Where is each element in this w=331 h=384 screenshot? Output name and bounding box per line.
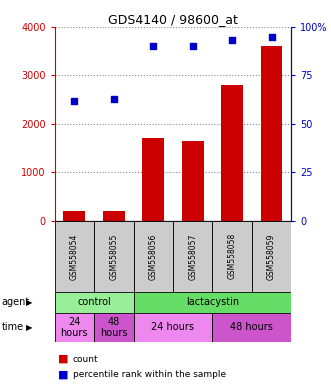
Point (269, 33, 274, 40)
Bar (55, 221, 94, 292)
Text: 48 hours: 48 hours (230, 322, 273, 333)
Text: GSM558056: GSM558056 (149, 233, 158, 280)
Text: ■: ■ (58, 354, 69, 364)
Point (72, 98, 77, 104)
Bar (55, 313, 94, 342)
Text: GSM558058: GSM558058 (228, 233, 237, 280)
Text: percentile rank within the sample: percentile rank within the sample (73, 370, 226, 379)
Bar (133, 292, 291, 313)
Bar (252, 221, 291, 292)
Bar (133, 221, 173, 292)
Text: ■: ■ (58, 369, 69, 379)
Bar (173, 221, 213, 292)
Bar (55, 292, 133, 313)
Text: 24
hours: 24 hours (61, 316, 88, 338)
Point (190, 43, 195, 50)
Text: control: control (77, 297, 111, 308)
Text: GSM558057: GSM558057 (188, 233, 197, 280)
Text: GSM558054: GSM558054 (70, 233, 79, 280)
Bar (64, 211, 85, 221)
Text: 24 hours: 24 hours (152, 322, 194, 333)
Point (229, 37, 235, 43)
Text: GSM558055: GSM558055 (109, 233, 118, 280)
Text: time: time (2, 322, 24, 333)
Text: agent: agent (2, 297, 30, 308)
Bar (182, 141, 204, 221)
Text: ▶: ▶ (25, 323, 32, 332)
Text: ▶: ▶ (25, 298, 32, 307)
Text: 48
hours: 48 hours (100, 316, 127, 338)
Bar (133, 313, 213, 342)
Text: GSM558059: GSM558059 (267, 233, 276, 280)
Bar (94, 313, 133, 342)
Text: count: count (73, 354, 98, 364)
Bar (142, 138, 164, 221)
Bar (213, 313, 291, 342)
Point (111, 96, 117, 102)
Bar (103, 211, 125, 221)
Text: lactacystin: lactacystin (186, 297, 239, 308)
Bar (94, 221, 133, 292)
Point (151, 43, 156, 50)
Title: GDS4140 / 98600_at: GDS4140 / 98600_at (108, 13, 238, 26)
Bar (261, 46, 282, 221)
Bar (213, 221, 252, 292)
Bar (221, 85, 243, 221)
